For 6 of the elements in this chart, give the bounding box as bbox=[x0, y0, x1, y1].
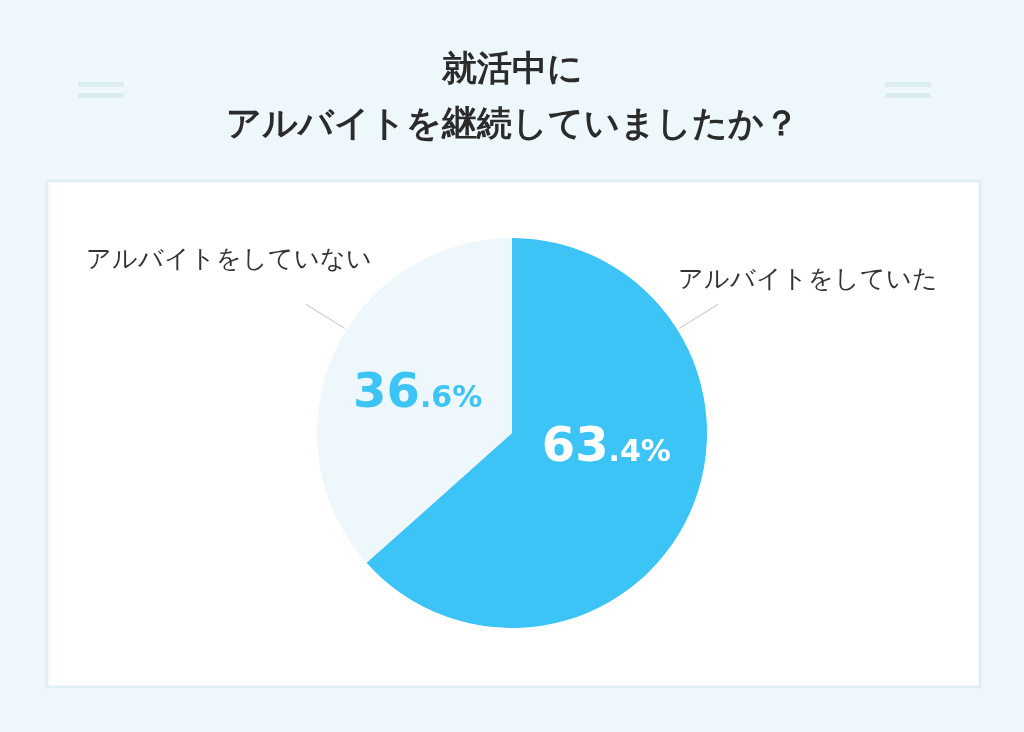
data-label: 36.6% bbox=[353, 361, 483, 418]
pie-slice bbox=[317, 238, 512, 563]
data-label: 63.4% bbox=[541, 415, 671, 472]
chart-title: 就活中にアルバイトを継続していましたか？ bbox=[225, 48, 799, 143]
slice-label: アルバイトをしていた bbox=[678, 264, 938, 293]
slice-label: アルバイトをしていない bbox=[86, 244, 372, 273]
